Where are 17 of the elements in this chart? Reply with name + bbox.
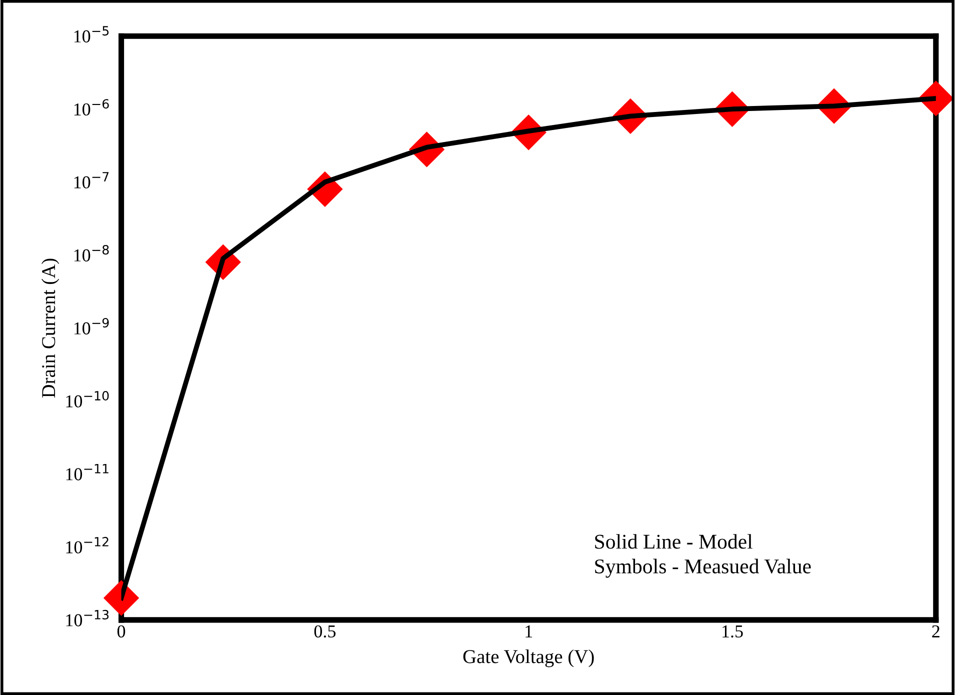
x-axis-title: Gate Voltage (V)	[463, 650, 594, 668]
x-tick-label: 1	[526, 625, 532, 638]
x-tick-label: 2	[932, 625, 940, 638]
y-tick-label: 10$^{−11}$	[66, 464, 108, 480]
y-tick-label: 10$^{−9}$	[74, 318, 109, 334]
y-tick-label: 10$^{−6}$	[74, 99, 109, 116]
y-tick-label: 10$^{−12}$	[66, 536, 108, 554]
y-tick-label: 10$^{−8}$	[74, 245, 109, 262]
y-tick-label: 10$^{−5}$	[74, 26, 109, 42]
y-tick-label: 10$^{−7}$	[74, 172, 109, 188]
x-tick-label: 0	[117, 625, 126, 638]
y-axis-title: Drain Current (A)	[41, 258, 60, 398]
y-tick-label: 10$^{−13}$	[66, 610, 109, 626]
annotation: Solid Line - Model Symbols - Measued Value	[595, 534, 811, 578]
x-tick-label: 0.5	[314, 625, 336, 638]
y-tick-label: 10$^{−10}$	[66, 390, 109, 408]
x-tick-label: 1.5	[722, 625, 743, 638]
